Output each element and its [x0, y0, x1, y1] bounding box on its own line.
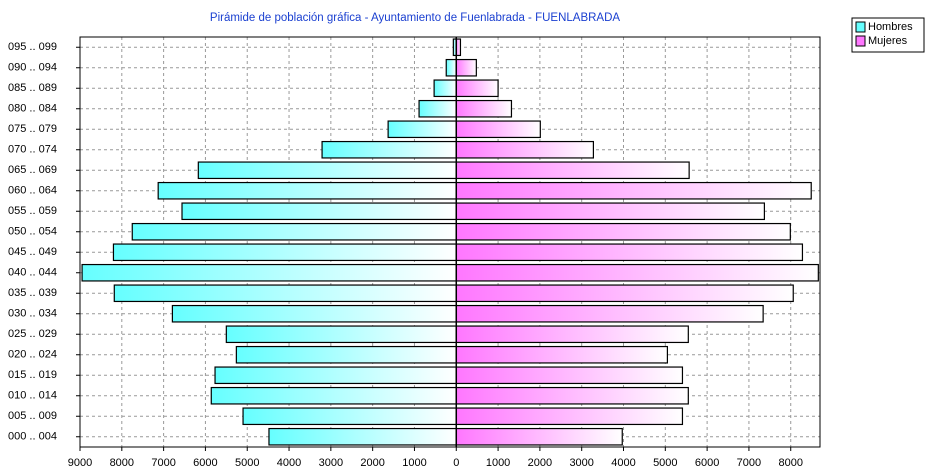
bar	[112, 243, 457, 262]
bar	[131, 222, 457, 241]
x-tick-label: 0	[453, 457, 459, 469]
bar	[455, 161, 690, 180]
bar	[210, 386, 457, 405]
y-tick-label: 005 .. 009	[8, 410, 57, 422]
x-tick-label: 7000	[151, 457, 175, 469]
bar	[455, 366, 684, 385]
x-tick-label: 7000	[737, 457, 761, 469]
bar	[235, 345, 457, 364]
bar	[455, 140, 595, 159]
y-tick-label: 030 .. 034	[8, 308, 57, 320]
bar	[455, 222, 791, 241]
y-tick-label: 020 .. 024	[8, 349, 57, 361]
legend-swatch	[855, 35, 866, 47]
bar	[455, 304, 764, 323]
bar	[268, 427, 457, 446]
x-tick-label: 9000	[68, 457, 92, 469]
x-tick-label: 5000	[653, 457, 677, 469]
bar	[171, 304, 457, 323]
x-tick-label: 8000	[778, 457, 802, 469]
legend-label: Mujeres	[868, 35, 908, 47]
x-tick-label: 6000	[193, 457, 217, 469]
x-tick-label: 1000	[402, 457, 426, 469]
y-tick-label: 090 .. 094	[8, 62, 57, 74]
y-tick-label: 015 .. 019	[8, 369, 57, 381]
x-tick-label: 2000	[528, 457, 552, 469]
bar	[321, 140, 457, 159]
y-tick-label: 080 .. 084	[8, 103, 57, 115]
bar	[455, 120, 541, 139]
x-tick-label: 8000	[110, 457, 134, 469]
bar	[455, 202, 765, 221]
x-tick-label: 5000	[235, 457, 259, 469]
bar	[157, 181, 457, 200]
bar	[455, 99, 513, 118]
bar	[418, 99, 457, 118]
bar	[445, 58, 457, 77]
bar	[242, 407, 457, 426]
y-tick-label: 085 .. 089	[8, 82, 57, 94]
bar	[225, 325, 457, 344]
bar	[197, 161, 457, 180]
bar	[455, 79, 499, 98]
bar	[455, 325, 689, 344]
bar	[455, 263, 819, 282]
y-tick-label: 055 .. 059	[8, 205, 57, 217]
bar	[455, 345, 669, 364]
bar	[81, 263, 457, 282]
bar	[455, 243, 804, 262]
x-tick-label: 1000	[486, 457, 510, 469]
bar	[433, 79, 457, 98]
y-tick-label: 075 .. 079	[8, 123, 57, 135]
x-tick-label: 4000	[277, 457, 301, 469]
y-tick-label: 045 .. 049	[8, 246, 57, 258]
bar	[214, 366, 457, 385]
y-tick-label: 040 .. 044	[8, 267, 57, 279]
y-tick-label: 065 .. 069	[8, 164, 57, 176]
y-tick-label: 010 .. 014	[8, 390, 57, 402]
bar	[181, 202, 457, 221]
y-tick-label: 095 .. 099	[8, 41, 57, 53]
bar	[113, 284, 457, 303]
x-tick-label: 3000	[319, 457, 343, 469]
plot-frame	[79, 36, 821, 448]
y-tick-label: 050 .. 054	[8, 226, 57, 238]
bar	[387, 120, 457, 139]
chart-title: Pirámide de población gráfica - Ayuntami…	[210, 12, 621, 24]
y-tick-label: 060 .. 064	[8, 185, 57, 197]
bar	[455, 386, 689, 405]
x-tick-label: 6000	[695, 457, 719, 469]
bar	[455, 427, 623, 446]
x-tick-label: 4000	[611, 457, 635, 469]
x-tick-label: 3000	[569, 457, 593, 469]
bar	[455, 407, 684, 426]
bar	[455, 181, 812, 200]
bar	[455, 284, 794, 303]
y-tick-label: 035 .. 039	[8, 287, 57, 299]
x-tick-label: 2000	[360, 457, 384, 469]
legend-label: Hombres	[868, 21, 913, 33]
y-tick-label: 000 .. 004	[8, 431, 57, 443]
y-tick-label: 070 .. 074	[8, 144, 57, 156]
y-tick-label: 025 .. 029	[8, 328, 57, 340]
bar	[455, 58, 477, 77]
legend-swatch	[855, 21, 866, 33]
